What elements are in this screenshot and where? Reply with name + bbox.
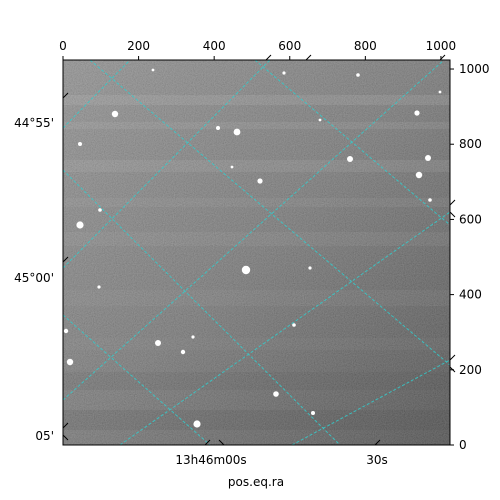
x-tick-label: 200 bbox=[127, 39, 150, 53]
grid-line bbox=[63, 169, 341, 445]
world-tick-mark bbox=[218, 439, 225, 446]
dec-tick-label: 05' bbox=[35, 429, 54, 443]
world-tick-mark bbox=[449, 366, 456, 373]
dec-tick-labels: 44°55' 45°00' 05' bbox=[14, 116, 54, 443]
star-source bbox=[356, 73, 360, 77]
star-source bbox=[191, 335, 195, 339]
plot-frame bbox=[62, 59, 451, 446]
star-source bbox=[216, 126, 220, 130]
right-pixel-axis: 0 200 400 600 800 1000 bbox=[450, 62, 490, 452]
star-source bbox=[273, 391, 279, 397]
world-tick-mark bbox=[204, 439, 211, 446]
y-tick-label: 1000 bbox=[459, 62, 490, 76]
star-source bbox=[233, 128, 241, 136]
star-source bbox=[425, 155, 431, 161]
sky-image bbox=[63, 60, 450, 445]
grid-line bbox=[89, 60, 450, 366]
star-source bbox=[308, 266, 312, 270]
grid-line bbox=[63, 314, 211, 445]
star-source bbox=[63, 328, 69, 334]
star-source bbox=[347, 156, 353, 162]
world-tick-mark bbox=[62, 434, 69, 441]
star-source bbox=[311, 411, 315, 415]
star-source bbox=[76, 221, 84, 229]
dec-tick-label: 45°00' bbox=[14, 271, 54, 285]
star-source bbox=[257, 178, 263, 184]
star-sources bbox=[63, 68, 442, 428]
world-tick-mark bbox=[449, 211, 456, 218]
world-coordinate-ticks bbox=[62, 54, 456, 446]
star-source bbox=[111, 110, 119, 118]
star-source bbox=[193, 420, 201, 428]
star-source bbox=[180, 349, 186, 355]
x-tick-label: 600 bbox=[278, 39, 301, 53]
world-tick-mark bbox=[449, 199, 456, 206]
star-source bbox=[151, 68, 155, 72]
coordinate-grid bbox=[63, 60, 450, 445]
star-source bbox=[414, 110, 420, 116]
x-tick-label: 1000 bbox=[426, 39, 457, 53]
world-tick-mark bbox=[439, 54, 446, 61]
star-source bbox=[438, 90, 442, 94]
star-source bbox=[282, 71, 286, 75]
star-source bbox=[66, 358, 74, 366]
grid-line bbox=[119, 211, 450, 445]
grid-line bbox=[63, 60, 445, 401]
grid-line bbox=[63, 60, 271, 269]
star-source bbox=[292, 323, 296, 327]
ra-tick-label: 30s bbox=[366, 453, 388, 467]
world-tick-mark bbox=[305, 54, 312, 61]
x-tick-label: 0 bbox=[59, 39, 67, 53]
star-source bbox=[97, 285, 101, 289]
world-tick-mark bbox=[265, 54, 272, 61]
star-source bbox=[78, 142, 82, 146]
y-tick-label: 200 bbox=[459, 363, 482, 377]
world-tick-mark bbox=[62, 256, 69, 263]
y-tick-label: 0 bbox=[459, 438, 467, 452]
world-tick-mark bbox=[374, 439, 381, 446]
star-source bbox=[155, 340, 161, 346]
star-source bbox=[241, 265, 251, 275]
top-pixel-axis: 0 200 400 600 800 1000 bbox=[59, 39, 456, 60]
world-tick-mark bbox=[62, 422, 69, 429]
x-tick-label: 400 bbox=[203, 39, 226, 53]
ra-tick-label: 13h46m00s bbox=[175, 453, 246, 467]
x-tick-label: 800 bbox=[354, 39, 377, 53]
star-source bbox=[415, 171, 423, 179]
x-axis-label: pos.eq.ra bbox=[228, 475, 284, 489]
dec-tick-label: 44°55' bbox=[14, 116, 54, 130]
world-tick-mark bbox=[62, 92, 69, 99]
y-tick-label: 600 bbox=[459, 212, 482, 226]
grid-line bbox=[63, 60, 131, 129]
y-tick-label: 800 bbox=[459, 137, 482, 151]
ra-tick-labels: 13h46m00s 30s bbox=[175, 453, 387, 467]
world-tick-mark bbox=[449, 354, 456, 361]
star-source bbox=[230, 165, 234, 169]
star-source bbox=[428, 198, 432, 202]
y-tick-label: 400 bbox=[459, 288, 482, 302]
star-source bbox=[318, 118, 322, 122]
star-source bbox=[98, 208, 102, 212]
grid-line bbox=[254, 60, 450, 226]
